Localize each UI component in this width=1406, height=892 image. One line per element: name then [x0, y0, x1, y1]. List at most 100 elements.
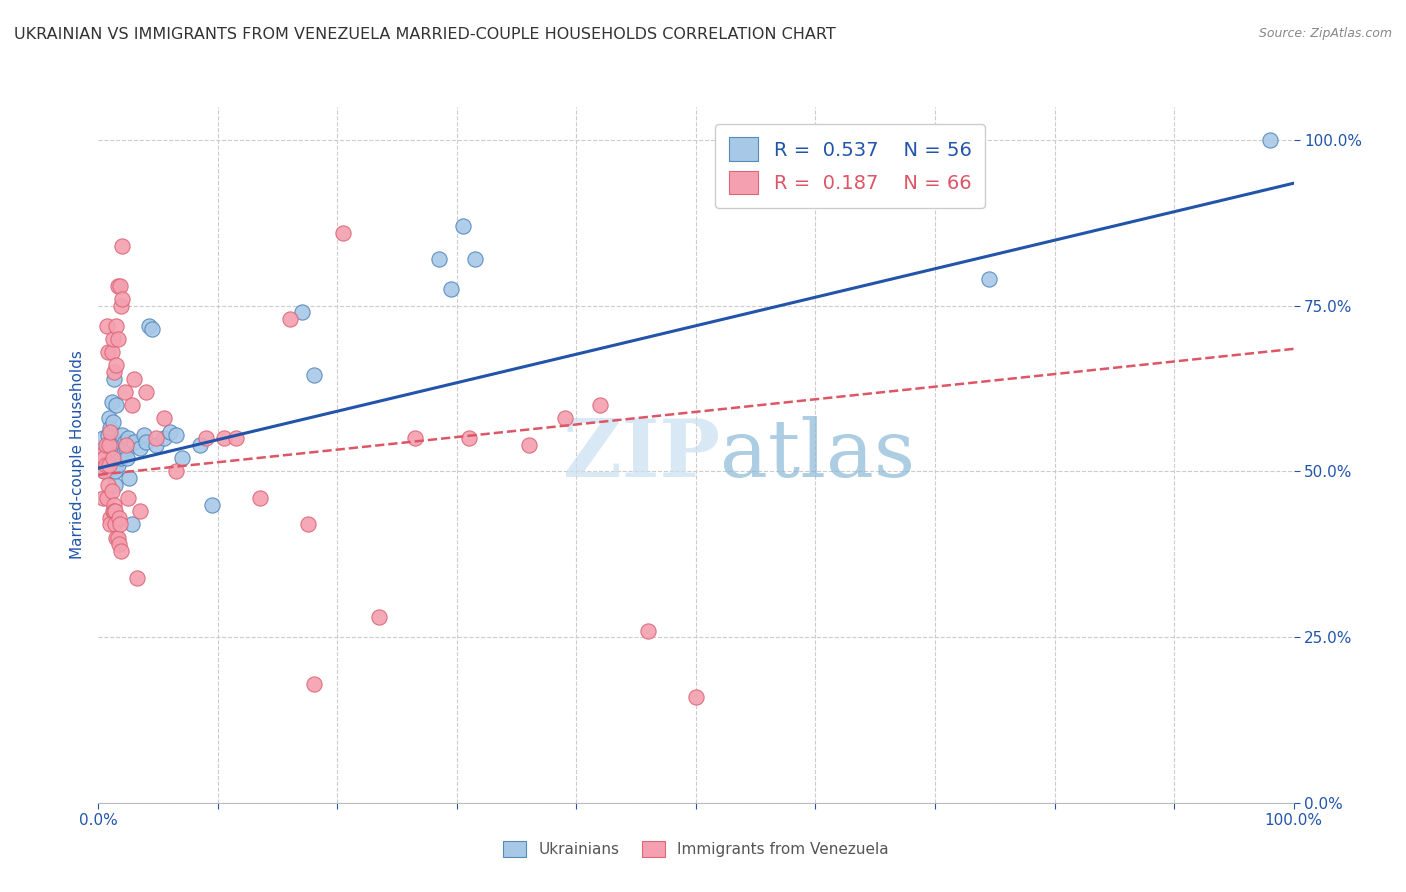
- Point: [977, 272, 1000, 286]
- Point: [554, 411, 576, 425]
- Point: [98, 442, 122, 456]
- Point: [107, 537, 129, 551]
- Point: [172, 451, 194, 466]
- Point: [685, 690, 707, 704]
- Point: [105, 448, 128, 462]
- Point: [118, 471, 141, 485]
- Legend: Ukrainians, Immigrants from Venezuela: Ukrainians, Immigrants from Venezuela: [495, 833, 897, 864]
- Point: [114, 384, 136, 399]
- Point: [108, 438, 131, 452]
- Point: [104, 517, 127, 532]
- Point: [107, 444, 129, 458]
- Point: [108, 279, 131, 293]
- Point: [107, 332, 129, 346]
- Point: [145, 431, 167, 445]
- Point: [101, 454, 124, 468]
- Point: [100, 345, 122, 359]
- Point: [153, 411, 176, 425]
- Point: [138, 318, 160, 333]
- Point: [104, 465, 127, 479]
- Point: [96, 491, 118, 505]
- Point: [104, 504, 127, 518]
- Point: [103, 372, 125, 386]
- Point: [135, 434, 157, 449]
- Point: [111, 292, 134, 306]
- Point: [517, 438, 540, 452]
- Point: [115, 451, 138, 466]
- Point: [121, 517, 143, 532]
- Point: [98, 458, 121, 472]
- Point: [98, 421, 122, 435]
- Point: [107, 434, 129, 449]
- Point: [249, 491, 271, 505]
- Point: [225, 431, 247, 445]
- Point: [96, 458, 118, 472]
- Point: [404, 431, 426, 445]
- Point: [96, 438, 118, 452]
- Point: [121, 398, 143, 412]
- Point: [100, 444, 122, 458]
- Point: [107, 511, 129, 525]
- Point: [91, 451, 114, 466]
- Point: [165, 465, 187, 479]
- Point: [589, 398, 612, 412]
- Point: [97, 477, 120, 491]
- Point: [135, 384, 157, 399]
- Point: [124, 434, 146, 449]
- Point: [97, 345, 120, 359]
- Point: [108, 517, 131, 532]
- Point: [100, 395, 122, 409]
- Point: [117, 491, 139, 505]
- Point: [101, 332, 124, 346]
- Y-axis label: Married-couple Households: Married-couple Households: [69, 351, 84, 559]
- Point: [458, 431, 481, 445]
- Text: atlas: atlas: [720, 416, 915, 494]
- Text: ZIP: ZIP: [562, 416, 720, 494]
- Point: [194, 431, 218, 445]
- Point: [141, 322, 163, 336]
- Point: [93, 451, 115, 466]
- Point: [129, 442, 152, 456]
- Point: [440, 282, 463, 296]
- Point: [107, 458, 129, 472]
- Point: [103, 465, 125, 479]
- Point: [132, 428, 155, 442]
- Point: [332, 226, 354, 240]
- Point: [93, 465, 115, 479]
- Point: [111, 428, 134, 442]
- Point: [98, 438, 121, 452]
- Point: [98, 465, 121, 479]
- Point: [117, 431, 139, 445]
- Point: [212, 431, 235, 445]
- Point: [101, 451, 124, 466]
- Point: [98, 411, 121, 425]
- Point: [94, 442, 117, 456]
- Point: [165, 428, 187, 442]
- Point: [110, 451, 132, 466]
- Point: [97, 428, 120, 442]
- Point: [124, 372, 146, 386]
- Point: [145, 438, 167, 452]
- Point: [451, 219, 474, 234]
- Point: [94, 438, 117, 452]
- Point: [98, 517, 122, 532]
- Point: [278, 312, 301, 326]
- Point: [153, 431, 176, 445]
- Point: [115, 438, 138, 452]
- Point: [96, 318, 118, 333]
- Point: [98, 511, 122, 525]
- Point: [112, 444, 135, 458]
- Point: [105, 359, 128, 373]
- Point: [110, 299, 132, 313]
- Point: [101, 504, 124, 518]
- Point: [464, 252, 486, 267]
- Point: [107, 531, 129, 545]
- Point: [110, 544, 132, 558]
- Point: [302, 368, 325, 383]
- Point: [105, 398, 128, 412]
- Point: [101, 415, 124, 429]
- Point: [291, 305, 314, 319]
- Point: [1258, 133, 1281, 147]
- Point: [94, 458, 117, 472]
- Text: Source: ZipAtlas.com: Source: ZipAtlas.com: [1258, 27, 1392, 40]
